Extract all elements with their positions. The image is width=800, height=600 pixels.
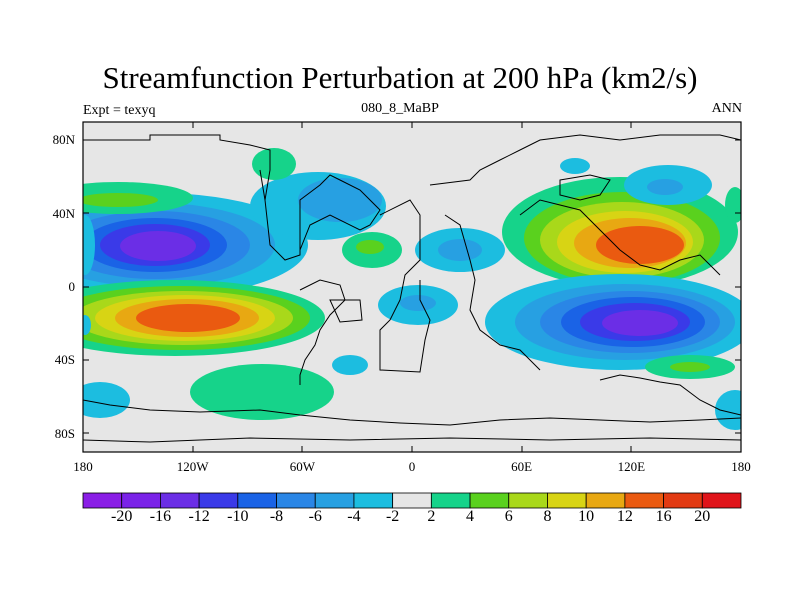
axis-ticks [83,122,741,452]
colorbar-label: -2 [385,508,400,525]
colorbar [82,492,742,509]
colorbar-label: -10 [227,508,249,525]
colorbar-label: 10 [578,508,595,525]
colorbar-swatch [160,492,200,509]
lon-tick-label: 180 [73,459,93,474]
colorbar-swatch [276,492,316,509]
map-title: Streamfunction Perturbation at 200 hPa (… [102,60,698,95]
season-label: ANN [711,101,742,116]
colorbar-swatch [624,492,664,509]
colorbar-swatch [237,492,277,509]
lon-tick-label: 60E [511,459,533,474]
lat-tick-label: 80N [52,132,75,148]
colorbar-swatch [585,492,626,509]
lat-tick-label: 40N [52,205,75,221]
colorbar-label: -8 [269,508,284,525]
colorbar-swatch [663,492,703,509]
colorbar-label: -16 [149,508,172,525]
colorbar-swatch [82,492,123,509]
colorbar-label: 12 [616,508,633,525]
colorbar-swatch [469,492,510,509]
lat-tick-label: 0 [68,279,76,294]
lat-tick-label: 80S [54,425,75,441]
lon-tick-label: 120W [176,459,209,474]
south-pacific-high [83,280,325,356]
colorbar-swatch [508,492,548,509]
colorbar-swatch [547,492,587,509]
colorbar-label: 4 [466,508,475,525]
asia-high [502,177,738,287]
colorbar-label: -12 [188,508,210,525]
contour-fields [83,148,741,430]
colorbar-swatch [701,492,742,509]
colorbar-label: -4 [347,508,361,525]
colorbar-label: 20 [694,508,711,525]
lon-tick-label: 0 [408,459,416,474]
north-atlantic-low [250,172,386,240]
experiment-label: Expt = texyq [83,103,156,118]
lon-tick-label: 60W [289,459,315,474]
colorbar-label: -20 [111,508,133,525]
colorbar-label: 2 [427,508,436,525]
colorbar-swatch [121,492,161,509]
colorbar-swatch [392,492,432,509]
lon-tick-label: 120E [617,459,646,474]
north-pacific-low [83,193,308,297]
lat-tick-label: 40S [54,352,75,368]
colorbar-swatch [198,492,239,509]
period-label: 080_8_MaBP [361,101,439,116]
colorbar-label: 16 [655,508,672,525]
colorbar-swatch [430,492,471,509]
colorbar-label: 6 [504,508,513,525]
lon-tick-label: 180 [731,459,751,474]
colorbar-label: 8 [543,508,552,525]
south-indian-low [485,274,741,370]
colorbar-swatch [353,492,394,509]
colorbar-label: -6 [308,508,322,525]
colorbar-swatch [314,492,355,509]
coastlines [83,134,741,443]
